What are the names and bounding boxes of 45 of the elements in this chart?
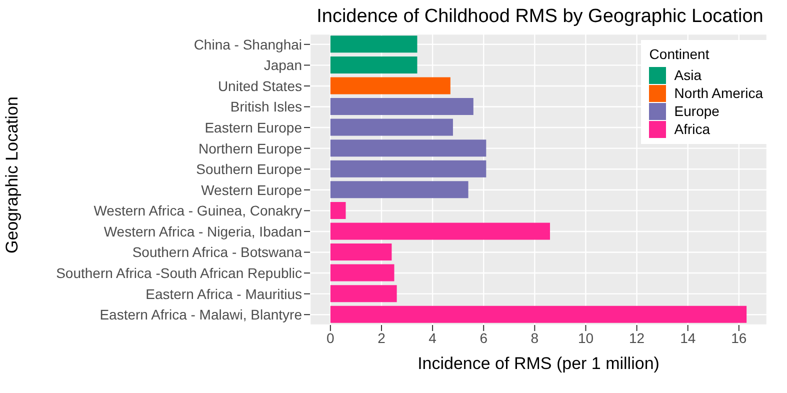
- chart-title: Incidence of Childhood RMS by Geographic Location: [316, 6, 764, 28]
- x-tick-label: 6: [480, 330, 488, 346]
- bar: [330, 56, 418, 74]
- legend-title: Continent: [649, 46, 710, 62]
- bar: [330, 36, 418, 53]
- legend-label: Asia: [674, 67, 702, 83]
- y-tick-label: Western Europe: [201, 182, 302, 198]
- bar: [330, 140, 486, 157]
- bar: [330, 98, 474, 116]
- x-tick-label: 8: [530, 330, 539, 346]
- bar: [330, 77, 450, 94]
- y-tick-label: Eastern Africa - Malawi, Blantyre: [100, 306, 302, 323]
- x-axis-title: Incidence of RMS (per 1 million): [418, 354, 660, 373]
- bar: [330, 264, 394, 282]
- bar: [330, 222, 550, 240]
- y-tick-label: Eastern Africa - Mauritius: [146, 286, 302, 302]
- y-tick-label: United States: [218, 78, 302, 94]
- y-tick-label: Western Africa - Nigeria, Ibadan: [104, 223, 302, 240]
- x-tick-label: 2: [378, 330, 386, 346]
- y-tick-label: Western Africa - Guinea, Conakry: [94, 202, 302, 219]
- y-tick-label: Japan: [264, 57, 302, 74]
- legend-label: Europe: [674, 103, 720, 119]
- legend-label: Africa: [674, 121, 710, 137]
- bar: [330, 160, 486, 178]
- bar: [330, 202, 346, 219]
- legend-label: North America: [674, 85, 763, 101]
- x-tick-label: 14: [680, 330, 696, 346]
- bar: [330, 181, 468, 198]
- y-tick-label: Southern Africa - Botswana: [132, 244, 302, 260]
- y-axis-title: Geographic Location: [2, 96, 22, 254]
- x-tick-label: 16: [731, 330, 747, 346]
- y-tick-label: China - Shanghai: [194, 36, 302, 52]
- bar: [330, 306, 747, 323]
- bar: [330, 285, 397, 302]
- x-tick-label: 12: [629, 330, 645, 346]
- y-tick-label: British Isles: [230, 98, 302, 115]
- y-tick-label: Southern Europe: [196, 161, 302, 178]
- bar: [330, 118, 453, 136]
- x-tick-label: 10: [578, 330, 594, 346]
- bar: [330, 244, 392, 261]
- x-tick-label: 0: [326, 330, 335, 346]
- x-tick-label: 4: [428, 330, 437, 346]
- y-tick-label: Southern Africa -South African Republic: [56, 265, 302, 282]
- y-tick-label: Northern Europe: [198, 140, 302, 156]
- y-tick-label: Eastern Europe: [204, 120, 302, 136]
